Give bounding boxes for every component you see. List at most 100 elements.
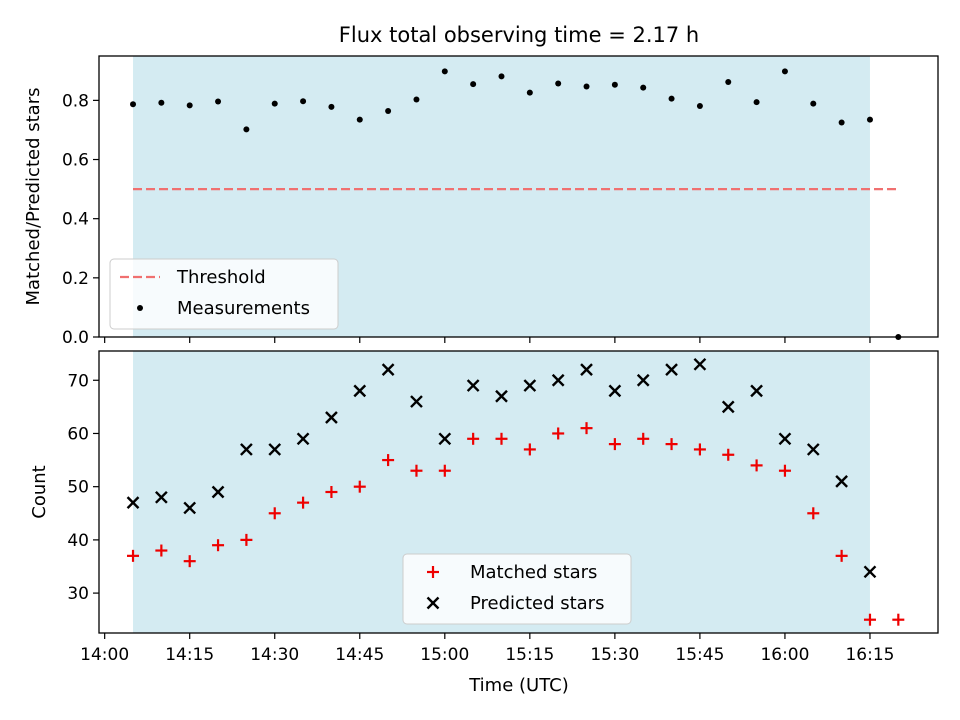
measurement-point: [640, 84, 647, 91]
measurement-point: [611, 81, 618, 88]
y-tick-label: 60: [67, 424, 89, 444]
predicted-stars-point: [466, 379, 480, 392]
predicted-stars-point: [863, 565, 877, 579]
x-tick-label: 15:45: [675, 645, 724, 665]
matched-stars-point: [467, 432, 480, 445]
matched-stars-point: [495, 432, 508, 445]
y-tick-label: 0.6: [62, 151, 89, 171]
predicted-stars-point: [806, 443, 820, 456]
legend-label: Predicted stars: [470, 593, 604, 614]
x-tick-label: 14:15: [165, 645, 214, 665]
predicted-stars-point: [495, 389, 508, 403]
matched-stars-point: [268, 507, 281, 520]
predicted-stars-point: [211, 485, 225, 499]
measurement-point: [781, 68, 788, 75]
predicted-stars-point: [381, 363, 395, 376]
predicted-stars-point: [353, 384, 367, 398]
bottom-y-axis-ticks: 30 40 50 60 70: [67, 371, 99, 604]
matched-stars-point: [382, 454, 395, 467]
legend-plus-handle: [427, 566, 439, 578]
measurement-point: [555, 80, 562, 87]
measurement-point: [725, 79, 732, 86]
matched-stars-point: [580, 422, 593, 435]
measurement-series: [130, 68, 902, 340]
matched-stars-point: [240, 533, 253, 546]
matched-stars-point: [297, 496, 310, 509]
ratio-panel: 0.00.20.40.60.8 Matched/Predicted stars …: [23, 55, 939, 348]
predicted-stars-point: [240, 443, 253, 456]
matched-stars-point: [665, 438, 678, 451]
legend-label: Matched stars: [470, 562, 597, 583]
measurement-point: [696, 102, 703, 109]
measurement-point: [385, 108, 392, 115]
measurement-point: [498, 73, 505, 80]
predicted-stars-point: [835, 475, 848, 488]
measurement-point: [753, 99, 760, 106]
y-tick-label: 30: [67, 584, 89, 604]
x-tick-label: 15:00: [420, 645, 469, 665]
matched-stars-point: [127, 549, 140, 562]
predicted-stars-point: [410, 395, 423, 408]
x-tick-label: 14:00: [80, 645, 129, 665]
legend-x-handle: [426, 596, 440, 610]
measurement-point: [271, 100, 278, 107]
predicted-stars-point: [296, 432, 310, 446]
top-x-axis-ticks: [104, 337, 871, 343]
bottom-y-axis-label: Count: [29, 465, 50, 518]
top-y-axis-label: Matched/Predicted stars: [23, 88, 44, 306]
measurement-point: [243, 126, 250, 133]
measurement-point: [668, 95, 675, 102]
top-axes-frame: [98, 55, 939, 338]
measurement-point: [130, 101, 137, 108]
y-tick-label: 50: [67, 478, 89, 498]
bottom-axes-frame: [98, 350, 939, 634]
top-legend: Threshold Measurements: [109, 258, 339, 330]
x-tick-label: 14:30: [250, 645, 299, 665]
matched-stars-point: [778, 464, 791, 477]
legend-box: [109, 258, 339, 330]
measurement-point: [158, 99, 165, 106]
measurement-point: [328, 103, 335, 110]
predicted-stars-point: [325, 411, 338, 424]
matched-stars-point: [750, 459, 763, 472]
y-tick-label: 70: [67, 371, 89, 391]
matched-stars-point: [183, 555, 196, 568]
predicted-stars-point: [750, 384, 763, 398]
predicted-stars-point: [126, 496, 140, 509]
predicted-stars-point: [608, 384, 622, 398]
predicted-stars-point: [778, 432, 792, 446]
count-series: [126, 357, 905, 626]
x-axis-label: Time (UTC): [468, 675, 569, 696]
measurement-point: [300, 98, 307, 105]
measurement-point: [866, 116, 873, 123]
y-tick-label: 0.4: [62, 210, 89, 230]
measurement-point: [441, 68, 448, 75]
x-tick-label: 14:45: [335, 645, 384, 665]
count-panel: 30 40 50 60 70 14:00 14:15 14:30 14:45 15:00 15:1…: [29, 350, 939, 665]
legend-label: Threshold: [176, 267, 266, 288]
matched-stars-point: [892, 613, 905, 626]
matched-stars-point: [835, 549, 848, 562]
matched-stars-point: [807, 507, 820, 520]
legend-box: [402, 553, 632, 625]
measurement-point: [215, 98, 222, 105]
legend-dot-handle: [137, 305, 143, 311]
y-tick-label: 0.2: [62, 269, 89, 289]
measurement-point: [470, 81, 477, 88]
predicted-stars-point: [636, 373, 650, 387]
bottom-x-axis-ticks: 14:00 14:15 14:30 14:45 15:00 15:15 15:30 15:45…: [80, 633, 894, 665]
top-y-axis-ticks: 0.0 0.2 0.4 0.6 0.8: [62, 91, 99, 348]
matched-stars-point: [722, 448, 735, 461]
predicted-stars-point: [183, 501, 197, 515]
predicted-stars-point: [693, 357, 707, 371]
y-tick-label: 0.0: [62, 328, 89, 348]
matched-stars-point: [693, 443, 706, 456]
predicted-stars-point: [551, 373, 565, 387]
predicted-stars-point: [438, 432, 452, 446]
predicted-stars-point: [523, 379, 537, 392]
matched-stars-point: [410, 464, 423, 477]
matched-stars-point: [523, 443, 536, 456]
predicted-stars-point: [665, 363, 678, 376]
matched-stars-point: [863, 613, 876, 626]
